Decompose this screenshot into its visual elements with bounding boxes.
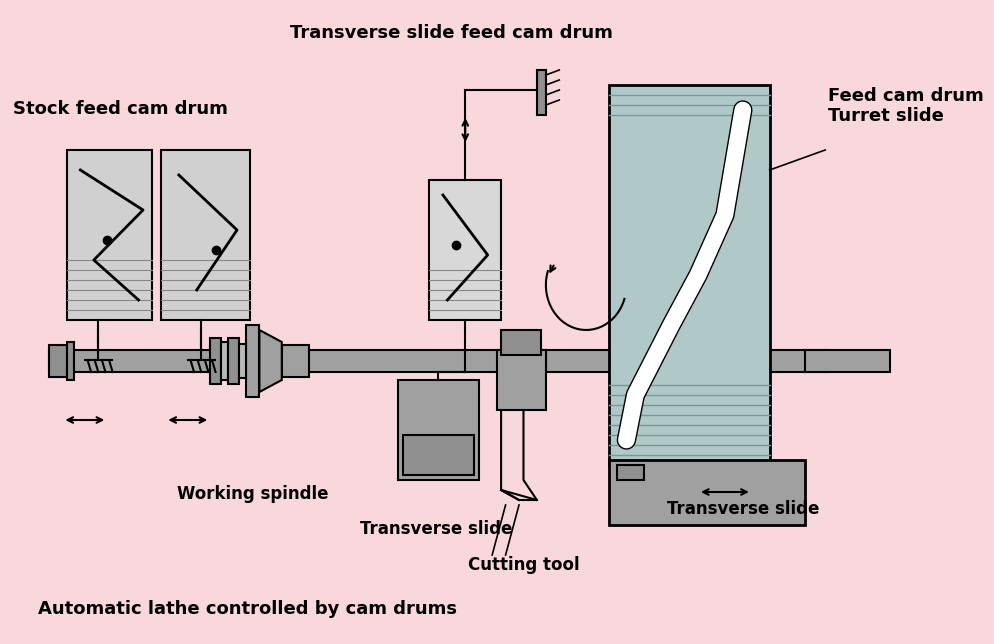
Text: Feed cam drum: Feed cam drum bbox=[827, 87, 983, 105]
Bar bbox=[246, 325, 259, 397]
Bar bbox=[281, 345, 308, 377]
Text: Transverse slide: Transverse slide bbox=[359, 520, 512, 538]
Bar bbox=[221, 342, 228, 380]
Bar bbox=[805, 350, 890, 372]
Bar bbox=[501, 330, 541, 355]
Text: Transverse slide: Transverse slide bbox=[666, 500, 818, 518]
Bar bbox=[161, 150, 250, 320]
Bar bbox=[403, 435, 474, 475]
Text: Stock feed cam drum: Stock feed cam drum bbox=[13, 100, 228, 118]
Text: Working spindle: Working spindle bbox=[177, 485, 329, 503]
Bar bbox=[67, 150, 152, 320]
Bar bbox=[608, 85, 769, 465]
Bar bbox=[429, 180, 501, 320]
Bar bbox=[496, 350, 546, 410]
Bar bbox=[617, 465, 644, 480]
Bar bbox=[210, 338, 221, 384]
Bar bbox=[67, 342, 74, 380]
Text: Cutting tool: Cutting tool bbox=[467, 556, 579, 574]
Text: Transverse slide feed cam drum: Transverse slide feed cam drum bbox=[290, 24, 612, 42]
Bar bbox=[608, 460, 805, 525]
Polygon shape bbox=[259, 330, 281, 392]
Text: Turret slide: Turret slide bbox=[827, 107, 942, 125]
Bar bbox=[49, 350, 827, 372]
Bar bbox=[228, 338, 239, 384]
Bar bbox=[49, 345, 67, 377]
Bar bbox=[239, 344, 246, 378]
Text: Automatic lathe controlled by cam drums: Automatic lathe controlled by cam drums bbox=[38, 600, 457, 618]
Bar bbox=[537, 70, 546, 115]
Bar bbox=[398, 380, 478, 480]
